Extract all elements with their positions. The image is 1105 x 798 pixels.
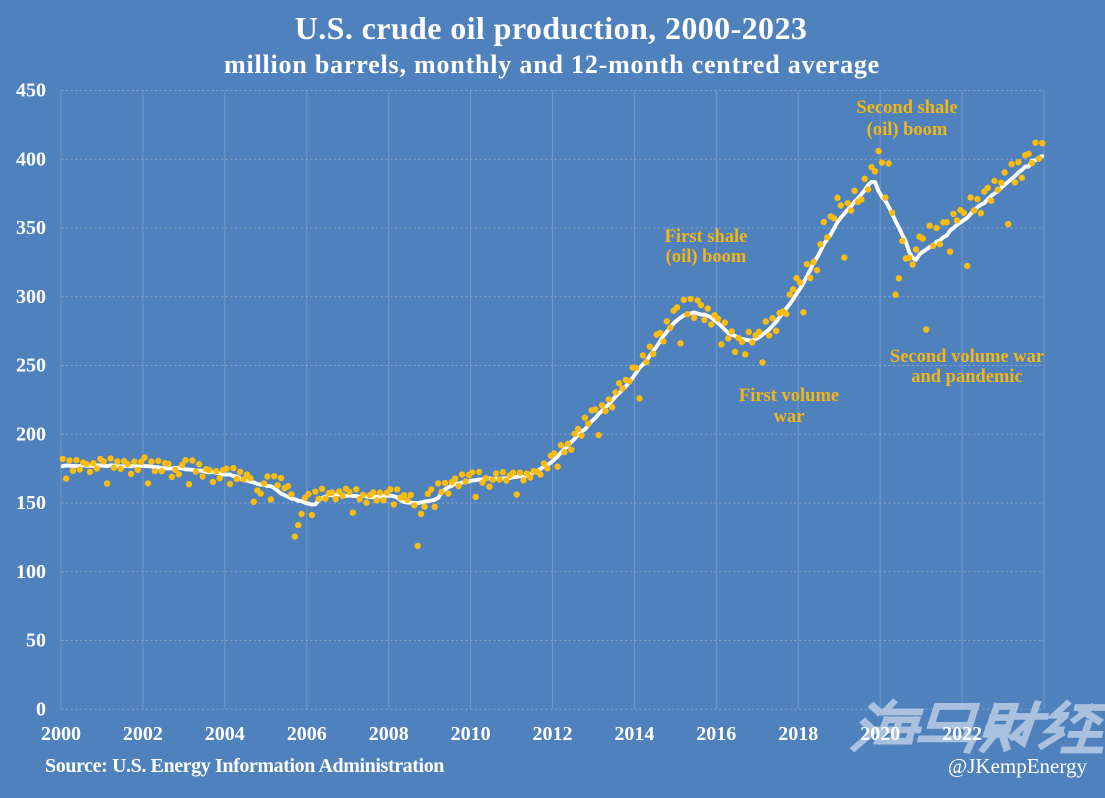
svg-text:Source: U.S. Energy Informatio: Source: U.S. Energy Information Administ…	[45, 755, 444, 777]
svg-text:2006: 2006	[287, 723, 327, 745]
svg-text:250: 250	[16, 355, 46, 377]
svg-text:450: 450	[16, 80, 46, 102]
svg-text:2000: 2000	[41, 723, 81, 745]
svg-text:war: war	[774, 407, 805, 427]
svg-text:0: 0	[36, 698, 46, 720]
svg-text:50: 50	[26, 630, 46, 652]
svg-text:2012: 2012	[533, 723, 573, 745]
svg-text:150: 150	[16, 492, 46, 514]
svg-text:400: 400	[16, 148, 46, 170]
svg-text:2018: 2018	[778, 723, 818, 745]
svg-text:2020: 2020	[860, 723, 900, 745]
svg-text:2016: 2016	[696, 723, 736, 745]
svg-text:100: 100	[16, 561, 46, 583]
svg-text:U.S. crude oil production, 200: U.S. crude oil production, 2000-2023	[295, 10, 808, 46]
svg-text:million barrels, monthly and 1: million barrels, monthly and 12-month ce…	[224, 50, 880, 79]
svg-text:Second volume war: Second volume war	[890, 347, 1044, 367]
svg-text:First shale: First shale	[665, 227, 748, 247]
svg-text:2014: 2014	[614, 723, 654, 745]
svg-text:and pandemic: and pandemic	[911, 367, 1023, 387]
svg-text:2022: 2022	[942, 723, 982, 745]
svg-text:200: 200	[16, 423, 46, 445]
svg-text:2010: 2010	[451, 723, 491, 745]
svg-text:(oil) boom: (oil) boom	[666, 247, 747, 267]
svg-text:2002: 2002	[123, 723, 163, 745]
svg-text:Second shale: Second shale	[856, 98, 957, 118]
svg-text:2008: 2008	[369, 723, 409, 745]
svg-text:First volume: First volume	[739, 386, 839, 406]
svg-text:2004: 2004	[205, 723, 245, 745]
svg-text:@JKempEnergy: @JKempEnergy	[948, 754, 1088, 778]
svg-text:(oil) boom: (oil) boom	[867, 120, 948, 140]
svg-text:350: 350	[16, 217, 46, 239]
svg-text:300: 300	[16, 286, 46, 308]
